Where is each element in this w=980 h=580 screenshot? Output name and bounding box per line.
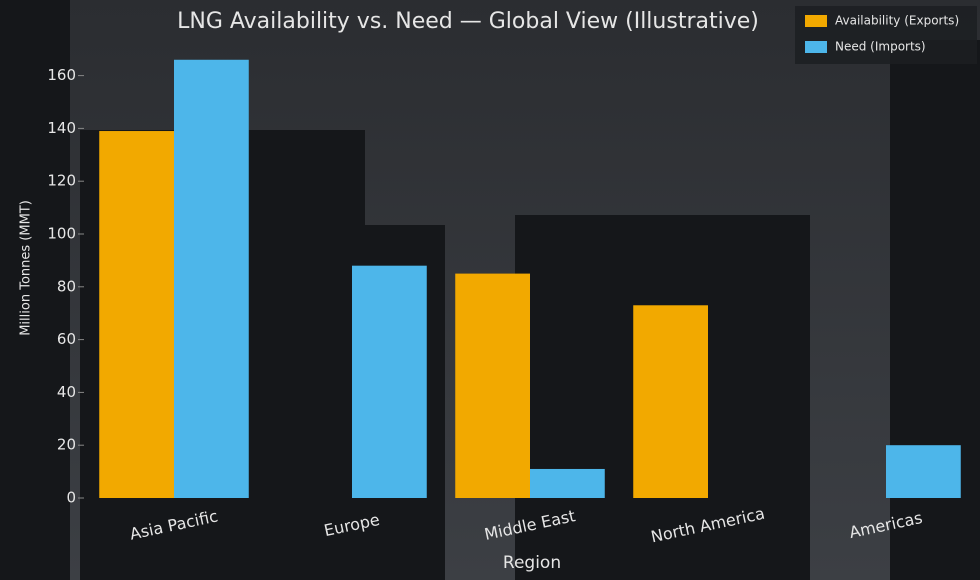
bar [174,59,249,498]
y-tick-label: 40 [57,383,76,401]
legend-swatch [805,41,827,53]
y-tick-label: 20 [57,436,76,454]
y-tick-label: 140 [47,119,76,137]
x-axis-label: Region [503,553,561,573]
y-tick-label: 80 [57,277,76,295]
legend: Availability (Exports) Need (Imports) [795,6,977,64]
y-tick-label: 160 [47,66,76,84]
y-tick-label: 60 [57,330,76,348]
legend-label: Need (Imports) [835,40,926,54]
chart-title: LNG Availability vs. Need — Global View … [177,9,759,34]
legend-swatch [805,15,827,27]
y-tick-label: 100 [47,225,76,243]
bar [99,131,174,499]
bar [633,305,708,498]
legend-label: Availability (Exports) [835,14,959,28]
y-tick-label: 0 [66,489,76,507]
bar [886,445,961,498]
bar [530,468,605,498]
bar [455,273,530,498]
y-tick-label: 120 [47,172,76,190]
bar [352,265,427,498]
y-axis-label: Million Tonnes (MMT) [19,200,34,336]
